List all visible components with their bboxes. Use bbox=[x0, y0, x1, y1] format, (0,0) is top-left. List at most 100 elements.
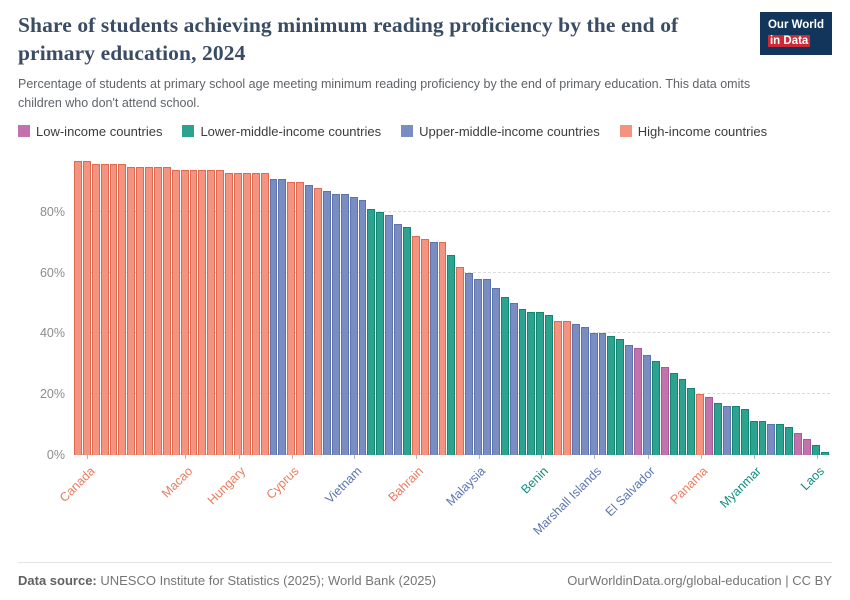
bar[interactable] bbox=[651, 360, 660, 455]
bar[interactable] bbox=[749, 421, 758, 455]
bar[interactable] bbox=[580, 327, 589, 455]
bar[interactable] bbox=[456, 266, 465, 455]
bar[interactable] bbox=[171, 169, 180, 455]
bar[interactable] bbox=[785, 427, 794, 455]
footer-credit-link[interactable]: OurWorldinData.org/global-education | CC… bbox=[567, 573, 832, 588]
bar[interactable] bbox=[696, 393, 705, 455]
bar[interactable] bbox=[447, 254, 456, 455]
bar[interactable] bbox=[598, 333, 607, 455]
bar[interactable] bbox=[109, 163, 118, 455]
legend-item-upper-middle-income[interactable]: Upper-middle-income countries bbox=[401, 124, 600, 139]
bar[interactable] bbox=[776, 424, 785, 455]
bar[interactable] bbox=[251, 172, 260, 455]
bar[interactable] bbox=[82, 160, 91, 455]
bar[interactable] bbox=[287, 181, 296, 455]
bar[interactable] bbox=[536, 312, 545, 455]
bar[interactable] bbox=[118, 163, 127, 455]
bar[interactable] bbox=[616, 339, 625, 455]
bar[interactable] bbox=[794, 433, 803, 455]
x-tick-label-el-salvador: El Salvador bbox=[602, 463, 658, 519]
y-tick-label-80: 80% bbox=[39, 205, 65, 220]
bar[interactable] bbox=[429, 242, 438, 455]
bar[interactable] bbox=[509, 303, 518, 455]
owid-logo[interactable]: Our World in Data bbox=[759, 12, 832, 56]
bar[interactable] bbox=[758, 421, 767, 455]
x-tick-label-vietnam: Vietnam bbox=[321, 463, 365, 506]
bar[interactable] bbox=[660, 366, 669, 455]
x-tick-label-hungary: Hungary bbox=[205, 463, 249, 507]
legend-label: Low-income countries bbox=[36, 123, 163, 139]
bar[interactable] bbox=[589, 333, 598, 455]
bar[interactable] bbox=[74, 160, 82, 455]
bar[interactable] bbox=[767, 424, 776, 455]
bar[interactable] bbox=[465, 272, 474, 455]
bar[interactable] bbox=[207, 169, 216, 455]
legend-item-high-income[interactable]: High-income countries bbox=[619, 124, 767, 139]
bar[interactable] bbox=[314, 187, 322, 455]
bar[interactable] bbox=[411, 236, 420, 455]
bar[interactable] bbox=[687, 387, 696, 455]
bar[interactable] bbox=[545, 315, 554, 455]
bar[interactable] bbox=[811, 445, 820, 455]
bar[interactable] bbox=[562, 321, 571, 455]
bar[interactable] bbox=[154, 166, 162, 455]
bar[interactable] bbox=[136, 166, 145, 455]
bar[interactable] bbox=[349, 196, 358, 455]
bar[interactable] bbox=[491, 287, 500, 455]
bar[interactable] bbox=[607, 336, 616, 455]
bar[interactable] bbox=[500, 296, 509, 455]
bar[interactable] bbox=[278, 178, 287, 455]
bar[interactable] bbox=[127, 166, 136, 455]
bar[interactable] bbox=[420, 239, 429, 455]
bar[interactable] bbox=[402, 227, 411, 455]
bar[interactable] bbox=[242, 172, 251, 455]
bar[interactable] bbox=[340, 193, 349, 455]
bar[interactable] bbox=[234, 172, 242, 455]
bar[interactable] bbox=[269, 178, 278, 455]
bar[interactable] bbox=[198, 169, 207, 455]
bar[interactable] bbox=[669, 372, 678, 455]
legend: Low-income countries Lower-middle-income… bbox=[18, 124, 832, 139]
bar[interactable] bbox=[145, 166, 154, 455]
bar[interactable] bbox=[358, 200, 367, 455]
bar[interactable] bbox=[367, 209, 376, 455]
bar[interactable] bbox=[678, 378, 687, 455]
bar[interactable] bbox=[385, 215, 394, 455]
bar[interactable] bbox=[180, 169, 189, 455]
bar[interactable] bbox=[100, 163, 109, 455]
bar[interactable] bbox=[518, 309, 527, 455]
bar[interactable] bbox=[305, 184, 314, 455]
chart-subtitle: Percentage of students at primary school… bbox=[18, 77, 751, 110]
bar[interactable] bbox=[376, 212, 385, 455]
x-tick-label-macao: Macao bbox=[158, 463, 196, 500]
bar[interactable] bbox=[803, 439, 811, 455]
bar[interactable] bbox=[571, 324, 580, 455]
bar[interactable] bbox=[91, 163, 100, 455]
bar[interactable] bbox=[643, 354, 651, 455]
bar[interactable] bbox=[225, 172, 234, 455]
bar[interactable] bbox=[714, 403, 723, 455]
x-axis-tick bbox=[701, 454, 703, 459]
bar[interactable] bbox=[216, 169, 225, 455]
bar[interactable] bbox=[634, 348, 642, 455]
bar[interactable] bbox=[394, 224, 402, 455]
bar[interactable] bbox=[189, 169, 198, 455]
legend-item-lower-middle-income[interactable]: Lower-middle-income countries bbox=[182, 124, 381, 139]
bar[interactable] bbox=[331, 193, 340, 455]
bar[interactable] bbox=[527, 312, 536, 455]
bar[interactable] bbox=[820, 451, 829, 455]
bar[interactable] bbox=[162, 166, 171, 455]
bar[interactable] bbox=[474, 278, 482, 455]
bar[interactable] bbox=[625, 345, 634, 455]
bar[interactable] bbox=[322, 190, 331, 455]
legend-item-low-income[interactable]: Low-income countries bbox=[18, 124, 162, 139]
bar[interactable] bbox=[705, 396, 714, 455]
bar[interactable] bbox=[731, 406, 740, 455]
bar[interactable] bbox=[296, 181, 305, 455]
bar[interactable] bbox=[740, 409, 749, 455]
bar[interactable] bbox=[482, 278, 491, 455]
bar[interactable] bbox=[438, 242, 447, 455]
bar[interactable] bbox=[723, 406, 731, 455]
bar[interactable] bbox=[260, 172, 269, 455]
bar[interactable] bbox=[554, 321, 562, 455]
